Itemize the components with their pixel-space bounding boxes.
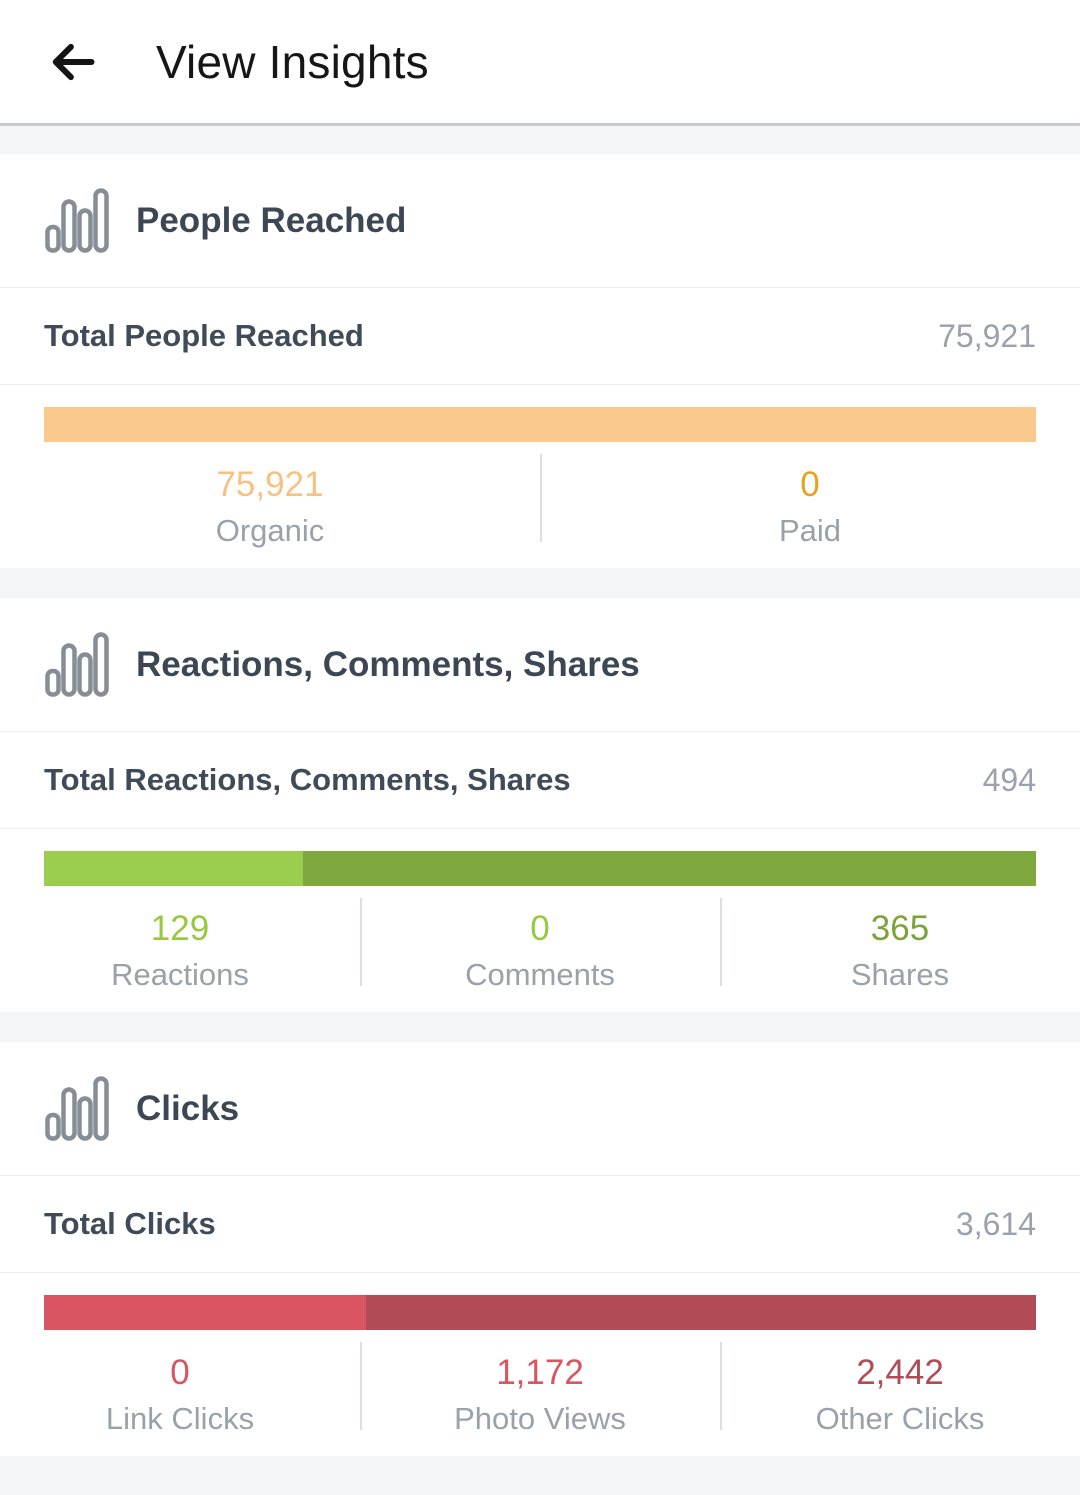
stat-value: 0 xyxy=(800,465,820,504)
back-button[interactable] xyxy=(44,34,100,90)
people-reached-stats: 75,921 Organic 0 Paid xyxy=(0,442,1080,568)
stat-label: Link Clicks xyxy=(105,1401,255,1436)
section-reactions-comments-shares: Reactions, Comments, Shares Total Reacti… xyxy=(0,598,1080,1012)
section-clicks: Clicks Total Clicks 3,614 0 Link Clicks … xyxy=(0,1042,1080,1456)
clicks-bar xyxy=(44,1295,1036,1330)
bar-segment-shares xyxy=(303,851,1036,886)
stat-label: Paid xyxy=(778,513,842,548)
stat-label: Other Clicks xyxy=(815,1401,985,1436)
bar-segment-organic xyxy=(44,407,1036,442)
bottom-gap xyxy=(0,1456,1080,1495)
bar-segment-reactions xyxy=(44,851,304,886)
clicks-header: Clicks xyxy=(0,1042,1080,1175)
stat-shares: 365 Shares xyxy=(720,896,1080,1012)
app-header: View Insights xyxy=(0,0,1080,123)
stat-value: 365 xyxy=(870,909,930,948)
header-divider xyxy=(0,123,1080,126)
stat-value: 75,921 xyxy=(216,465,324,504)
stat-link-clicks: 0 Link Clicks xyxy=(0,1340,360,1456)
stat-value: 0 xyxy=(170,1353,190,1392)
stat-organic: 75,921 Organic xyxy=(0,452,540,568)
stat-reactions: 129 Reactions xyxy=(0,896,360,1012)
stat-label: Photo Views xyxy=(454,1401,626,1436)
total-people-reached-row: Total People Reached 75,921 xyxy=(0,287,1080,385)
bar-chart-icon xyxy=(44,631,110,698)
total-value: 3,614 xyxy=(955,1205,1036,1242)
stat-value: 1,172 xyxy=(496,1353,584,1392)
stat-value: 129 xyxy=(150,909,210,948)
section-gap xyxy=(0,1012,1080,1042)
stat-other-clicks: 2,442 Other Clicks xyxy=(720,1340,1080,1456)
stat-label: Shares xyxy=(850,957,950,992)
bar-chart-icon xyxy=(44,187,110,254)
total-label: Total Clicks xyxy=(44,1206,216,1241)
stat-photo-views: 1,172 Photo Views xyxy=(360,1340,720,1456)
section-title: Clicks xyxy=(136,1088,240,1128)
stat-paid: 0 Paid xyxy=(540,452,1080,568)
people-reached-bar xyxy=(44,407,1036,442)
bar-segment-other-clicks xyxy=(365,1295,1036,1330)
total-value: 494 xyxy=(982,761,1036,798)
total-label: Total Reactions, Comments, Shares xyxy=(44,762,571,797)
clicks-stats: 0 Link Clicks 1,172 Photo Views 2,442 Ot… xyxy=(0,1330,1080,1456)
section-people-reached: People Reached Total People Reached 75,9… xyxy=(0,154,1080,568)
stat-label: Reactions xyxy=(111,957,249,992)
arrow-left-icon xyxy=(52,43,95,80)
bar-segment-photo-views xyxy=(44,1295,366,1330)
total-reactions-row: Total Reactions, Comments, Shares 494 xyxy=(0,731,1080,829)
reactions-stats: 129 Reactions 0 Comments 365 Shares xyxy=(0,886,1080,1012)
total-clicks-row: Total Clicks 3,614 xyxy=(0,1175,1080,1273)
stat-comments: 0 Comments xyxy=(360,896,720,1012)
section-title: Reactions, Comments, Shares xyxy=(136,644,640,684)
page-title: View Insights xyxy=(156,35,429,88)
people-reached-header: People Reached xyxy=(0,154,1080,287)
section-gap xyxy=(0,126,1080,154)
total-label: Total People Reached xyxy=(44,318,364,353)
bar-chart-icon xyxy=(44,1075,110,1142)
stat-label: Organic xyxy=(215,513,325,548)
reactions-bar xyxy=(44,851,1036,886)
stat-value: 2,442 xyxy=(856,1353,944,1392)
total-value: 75,921 xyxy=(938,317,1036,354)
section-title: People Reached xyxy=(136,200,407,240)
reactions-header: Reactions, Comments, Shares xyxy=(0,598,1080,731)
section-gap xyxy=(0,568,1080,598)
stat-label: Comments xyxy=(465,957,615,992)
stat-value: 0 xyxy=(530,909,550,948)
